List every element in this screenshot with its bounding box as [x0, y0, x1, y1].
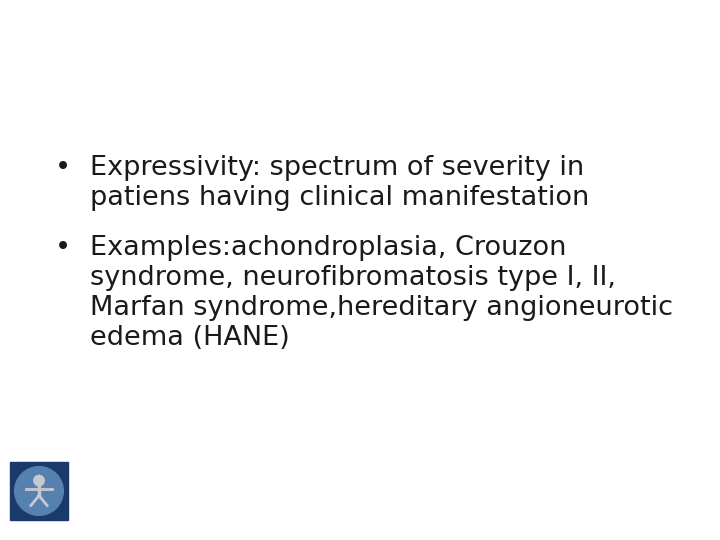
Bar — [10, 462, 68, 520]
Text: syndrome, neurofibromatosis type I, II,: syndrome, neurofibromatosis type I, II, — [90, 265, 616, 291]
Text: Examples:achondroplasia, Crouzon: Examples:achondroplasia, Crouzon — [90, 235, 567, 261]
Text: Expressivity: spectrum of severity in: Expressivity: spectrum of severity in — [90, 155, 584, 181]
Text: edema (HANE): edema (HANE) — [90, 325, 289, 351]
Text: Marfan syndrome,hereditary angioneurotic: Marfan syndrome,hereditary angioneurotic — [90, 295, 673, 321]
Circle shape — [14, 467, 63, 515]
Circle shape — [34, 475, 44, 486]
Text: patiens having clinical manifestation: patiens having clinical manifestation — [90, 185, 589, 211]
Text: •: • — [55, 155, 71, 181]
Text: •: • — [55, 235, 71, 261]
